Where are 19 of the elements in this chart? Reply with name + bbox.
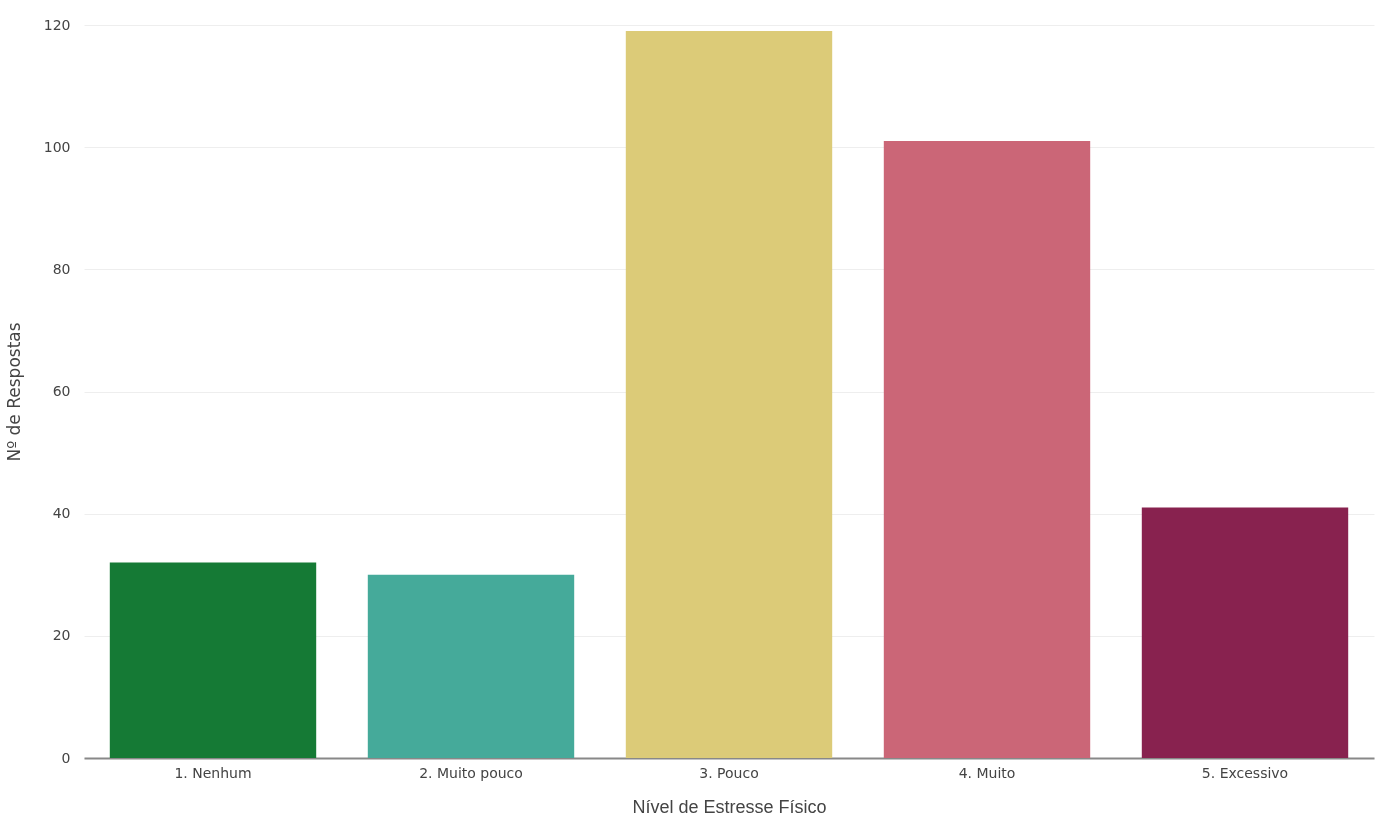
bar [1141, 507, 1349, 758]
bar [625, 31, 833, 758]
x-axis-title: Nível de Estresse Físico [632, 796, 827, 817]
bar [367, 574, 575, 758]
y-axis-title: Nº de Respostas [3, 322, 24, 462]
bar [883, 141, 1091, 758]
x-tick-label: 3. Pouco [699, 764, 759, 781]
x-tick-label: 1. Nenhum [174, 764, 252, 781]
y-tick-label: 40 [52, 505, 71, 522]
x-tick-label: 5. Excessivo [1201, 764, 1289, 781]
x-tick-label: 2. Muito pouco [419, 764, 523, 781]
y-tick-label: 80 [52, 260, 71, 277]
y-tick-label: 100 [43, 138, 71, 155]
y-tick-label: 120 [43, 16, 71, 33]
x-tick-label: 4. Muito [958, 764, 1016, 781]
y-tick-label: 20 [52, 627, 71, 644]
y-tick-label: 0 [61, 749, 71, 766]
bar [109, 562, 317, 758]
y-tick-label: 60 [52, 383, 71, 399]
